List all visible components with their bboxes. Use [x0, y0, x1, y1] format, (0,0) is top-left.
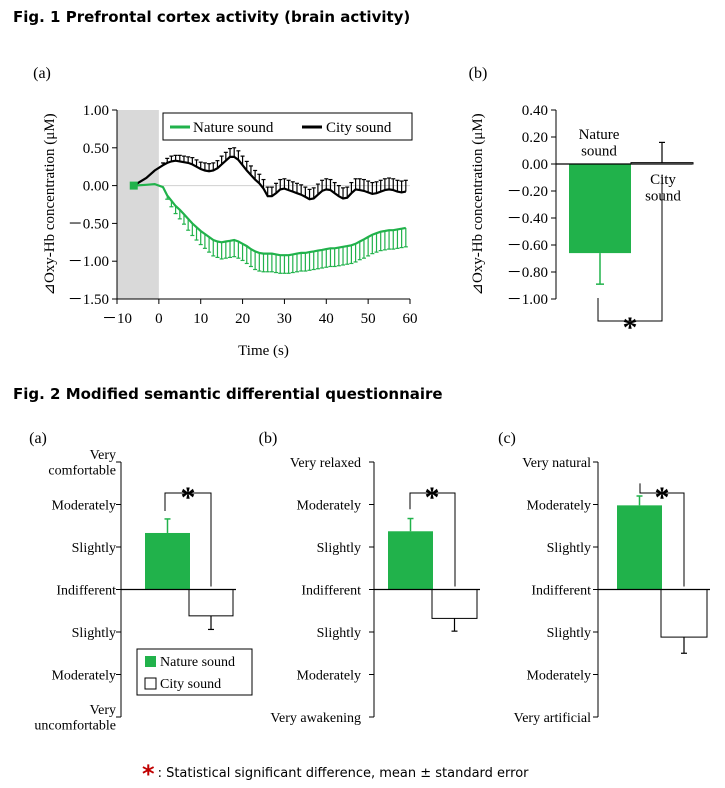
footnote-star-icon: *	[142, 760, 155, 788]
fig1a-y-tick-label: 0.00	[83, 179, 109, 195]
fig2-a-y-tick-label: Moderately	[51, 499, 116, 514]
footnote: *: Statistical significant difference, m…	[142, 760, 529, 788]
fig1b-category-label-nature: Nature sound	[579, 127, 620, 160]
fig1a-x-tick-label: 40	[319, 311, 334, 327]
fig2-c-y-tick-label: Indifferent	[531, 584, 591, 599]
fig2-legend-swatch-nature	[145, 656, 156, 667]
fig2-legend-label-nature: Nature sound	[160, 655, 235, 670]
fig2-a-panel-label: (a)	[29, 430, 47, 447]
fig1a-shaded-region	[117, 110, 159, 299]
fig2-a-bar-city	[188, 589, 234, 617]
fig2-c-bar-city	[660, 589, 708, 638]
fig1b-y-tick-label: 0.40	[522, 103, 548, 119]
fig1a-y-axis-label: ⊿Oxy-Hb concentration (μM)	[42, 113, 58, 295]
fig1b-category-label-city: City sound	[645, 172, 681, 205]
fig2-b-y-tick-label: Slightly	[317, 541, 361, 556]
fig1a-x-tick-label: 0	[155, 311, 163, 327]
fig1b-y-tick-label: －0.60	[507, 238, 548, 254]
fig1b-y-tick-label: －1.00	[507, 292, 548, 308]
fig2-a-significance-star: *	[181, 481, 196, 514]
fig1b-bar-nature	[569, 164, 631, 254]
fig2-b-panel-label: (b)	[259, 430, 278, 447]
fig1b-y-tick-label: 0.20	[522, 130, 548, 146]
fig2-c-y-tick-label: Very natural	[522, 456, 591, 471]
fig2-b-bar-nature	[388, 531, 433, 590]
fig1a-legend-box	[162, 112, 413, 141]
fig1-title: Fig. 1 Prefrontal cortex activity (brain…	[13, 8, 411, 26]
fig2-legend-label-city: City sound	[160, 677, 221, 692]
fig1a-y-tick-label: －0.50	[68, 216, 109, 232]
fig2-legend-swatch-city	[144, 677, 157, 690]
fig1a-series-line-nature	[133, 182, 407, 257]
fig2-b-y-tick-label: Very relaxed	[290, 456, 361, 471]
fig1a-x-tick-label: 30	[277, 311, 292, 327]
fig2-a-y-tick-label: Slightly	[72, 541, 116, 556]
fig2-a-bar-nature	[145, 532, 190, 590]
fig2-b-y-tick-label: Very awakening	[270, 711, 361, 726]
fig1b-y-tick-label: －0.20	[507, 184, 548, 200]
fig1a-x-tick-label: －10	[102, 311, 132, 327]
fig2-b-bar-city	[431, 589, 478, 619]
fig1a-legend-label-nature: Nature sound	[193, 120, 274, 136]
fig1a-x-tick-label: 60	[403, 311, 418, 327]
fig1a-series-line-city	[133, 155, 407, 201]
fig1b-y-tick-label: －0.40	[507, 211, 548, 227]
fig2-c-bar-nature	[617, 505, 662, 590]
fig2-b-y-tick-label: Moderately	[296, 499, 361, 514]
footnote-text: : Statistical significant difference, me…	[157, 766, 529, 781]
fig2-a-y-tick-label: Very uncomfortable	[34, 703, 116, 733]
fig1b-significance-bracket	[597, 175, 663, 322]
fig2-c-significance-bracket	[639, 483, 685, 587]
fig2-c-y-tick-label: Moderately	[526, 669, 591, 684]
fig2-a-y-tick-label: Indifferent	[56, 584, 116, 599]
fig1a-start-marker	[129, 181, 138, 190]
fig2-b-y-tick-label: Indifferent	[301, 584, 361, 599]
fig1a-x-tick-label: 20	[235, 311, 250, 327]
fig2-b-y-tick-label: Moderately	[296, 669, 361, 684]
fig1b-panel-label: (b)	[469, 65, 488, 82]
fig2-a-significance-bracket	[164, 492, 212, 587]
fig2-a-y-tick-label: Moderately	[51, 669, 116, 684]
fig1a-y-tick-label: －1.50	[68, 292, 109, 308]
fig1a-x-tick-label: 10	[193, 311, 208, 327]
fig1b-y-tick-label: 0.00	[522, 157, 548, 173]
fig1b-y-axis-label: ⊿Oxy-Hb concentration (μM)	[470, 113, 486, 295]
fig1a-x-tick-label: 50	[361, 311, 376, 327]
fig2-b-significance-bracket	[409, 492, 456, 587]
fig1a-panel-label: (a)	[33, 65, 51, 82]
fig2-title: Fig. 2 Modified semantic differential qu…	[13, 385, 443, 403]
fig1a-y-tick-label: 0.50	[83, 141, 109, 157]
fig2-c-y-tick-label: Very artificial	[514, 711, 591, 726]
fig1b-y-tick-label: －0.80	[507, 265, 548, 281]
fig1a-x-axis-label: Time (s)	[238, 343, 289, 359]
fig1a-y-tick-label: －1.00	[68, 254, 109, 270]
fig2-a-y-tick-label: Slightly	[72, 626, 116, 641]
fig2-c-significance-star: *	[655, 481, 670, 514]
fig1a-y-tick-label: 1.00	[83, 103, 109, 119]
fig2-c-y-tick-label: Slightly	[547, 626, 591, 641]
fig2-c-panel-label: (c)	[498, 430, 516, 447]
fig2-a-y-tick-label: Very comfortable	[48, 448, 116, 478]
fig1a-legend-label-city: City sound	[326, 120, 392, 136]
fig2-b-significance-star: *	[425, 481, 440, 514]
fig2-c-y-tick-label: Moderately	[526, 499, 591, 514]
fig2-c-y-tick-label: Slightly	[547, 541, 591, 556]
fig1b-significance-star: *	[623, 311, 638, 344]
fig2-b-y-tick-label: Slightly	[317, 626, 361, 641]
